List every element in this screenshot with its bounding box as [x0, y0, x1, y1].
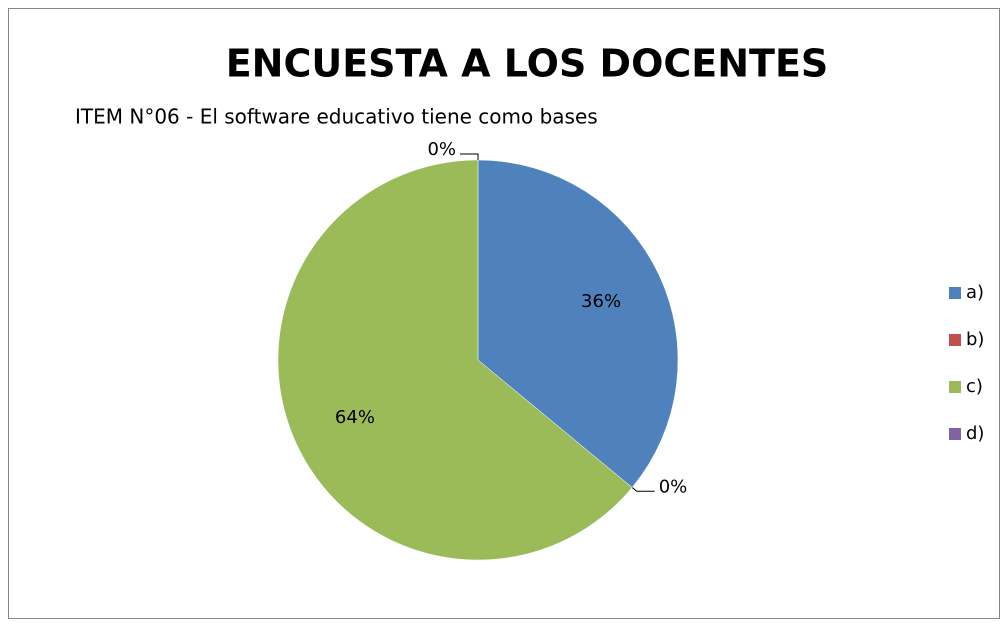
pie-slice — [477, 159, 679, 488]
legend-label: b) — [966, 329, 984, 350]
legend-swatch — [949, 287, 961, 299]
data-label: 64% — [335, 407, 375, 428]
legend-swatch — [949, 381, 961, 393]
data-label: 0% — [659, 476, 688, 497]
data-label: 36% — [581, 291, 621, 312]
legend-label: a) — [966, 282, 984, 303]
data-label: 0% — [427, 139, 456, 160]
legend-swatch — [949, 428, 961, 440]
chart-title: ENCUESTA A LOS DOCENTES — [226, 42, 829, 86]
legend-label: d) — [966, 423, 984, 444]
legend-label: c) — [966, 376, 983, 397]
pie-slice — [277, 159, 633, 561]
leader-line — [460, 153, 479, 160]
legend-swatch — [949, 334, 961, 346]
leader-line — [631, 487, 655, 492]
chart-subtitle: ITEM N°06 - El software educativo tiene … — [75, 105, 598, 129]
